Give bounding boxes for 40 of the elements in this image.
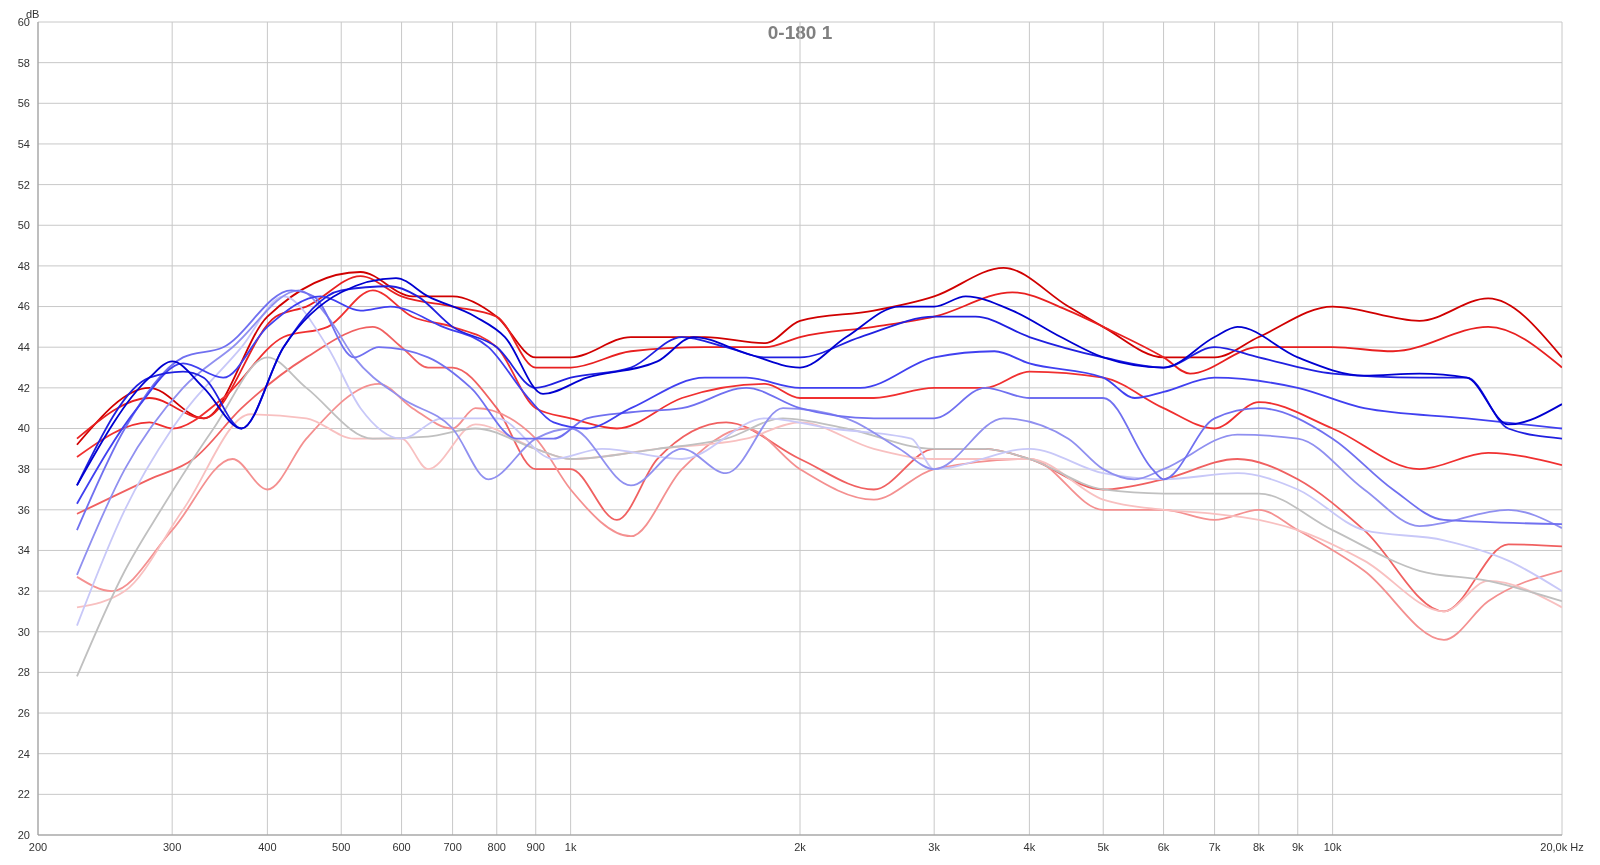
y-tick-label: 54 (17, 137, 30, 150)
x-tick-label: 300 (163, 840, 182, 853)
x-tick-label: 500 (332, 840, 351, 853)
y-tick-label: 22 (17, 788, 30, 801)
x-tick-label: 7k (1208, 840, 1221, 853)
x-tick-label: 4k (1023, 840, 1036, 853)
y-tick-label: 38 (17, 463, 30, 476)
y-tick-label: 26 (17, 706, 30, 719)
y-tick-label: 58 (17, 56, 30, 69)
y-tick-label: 52 (17, 178, 30, 191)
y-tick-label: 56 (17, 97, 30, 110)
x-tick-label: 700 (443, 840, 462, 853)
y-tick-label: 24 (17, 747, 30, 760)
y-tick-label: 30 (17, 625, 30, 638)
x-tick-label: 10k (1323, 840, 1342, 853)
x-tick-label: 8k (1252, 840, 1266, 853)
y-tick-label: 36 (17, 503, 30, 516)
y-tick-label: 40 (17, 422, 30, 435)
y-tick-label: 44 (17, 341, 30, 354)
x-tick-label: 9k (1291, 840, 1305, 853)
y-tick-label: 50 (17, 219, 30, 232)
y-tick-label: 20 (17, 828, 30, 841)
x-tick-label: 800 (487, 840, 506, 853)
x-tick-label: 600 (392, 840, 411, 853)
x-tick-label: 900 (526, 840, 545, 853)
x-tick-label: 400 (258, 840, 277, 853)
x-tick-label: 5k (1097, 840, 1110, 853)
x-tick-label: 200 (28, 840, 48, 853)
x-tick-label: 3k (928, 840, 941, 853)
x-tick-label: 1k (564, 840, 577, 853)
y-tick-label: 28 (17, 666, 30, 679)
x-tick-label: 6k (1157, 840, 1170, 853)
y-tick-label: 32 (17, 585, 30, 598)
chart-title: 0-180 1 (766, 22, 834, 44)
y-tick-label: 48 (17, 259, 30, 272)
x-tick-label: 2k (794, 840, 807, 853)
x-tick-label: 20,0k Hz (1540, 840, 1584, 853)
y-tick-label: 34 (17, 544, 30, 557)
y-tick-label: 46 (17, 300, 30, 313)
y-tick-label: 42 (17, 381, 30, 394)
